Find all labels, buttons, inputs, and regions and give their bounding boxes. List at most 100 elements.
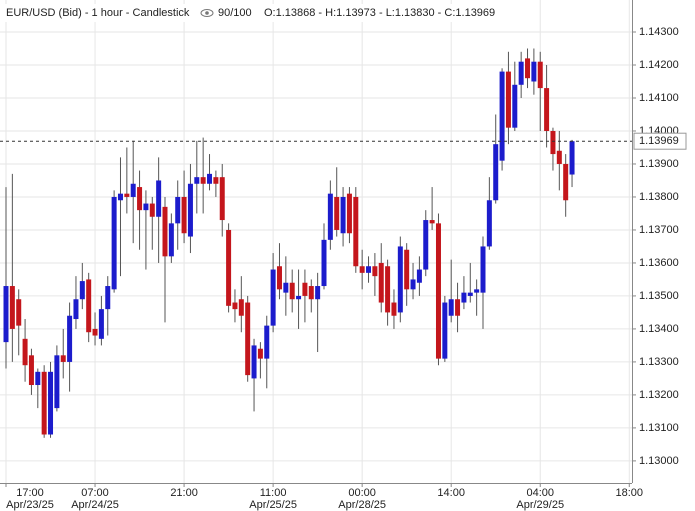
y-tick-label: 1.13000 (639, 455, 679, 467)
y-tick-label: 1.13300 (639, 356, 679, 368)
candle-body (448, 299, 454, 316)
y-tick-label: 1.13400 (639, 323, 679, 335)
candle-body (480, 246, 486, 293)
x-tick-label: 14:00 (437, 487, 465, 499)
candle-body (359, 266, 365, 273)
candle-body (315, 286, 321, 300)
candle-body (264, 325, 270, 359)
candle-body (143, 203, 149, 211)
y-tick-label: 1.13800 (639, 191, 679, 203)
x-date-label: Apr/25/25 (249, 499, 297, 511)
candle-body (404, 249, 410, 290)
candle-body (442, 302, 448, 359)
candle-body (98, 309, 104, 339)
candle-body (251, 345, 257, 379)
candle-body (416, 269, 422, 283)
x-tick-label: 17:00 (16, 487, 44, 499)
candle-body (296, 295, 302, 300)
candle-body (219, 177, 225, 221)
last-price-box (633, 132, 687, 150)
candle-body (525, 58, 531, 79)
candle-body (531, 61, 537, 82)
candle-body (200, 177, 206, 184)
candle-body (397, 246, 403, 313)
candle-body (423, 220, 429, 270)
candle-body (435, 223, 441, 359)
candle-body (86, 279, 92, 333)
x-tick-label: 21:00 (170, 487, 198, 499)
candle-body (391, 302, 397, 316)
candle-body (41, 371, 47, 435)
header-zoom: 90/100 (218, 7, 252, 19)
candle-body (493, 144, 499, 201)
candle-body (537, 61, 543, 89)
candles (3, 48, 575, 438)
candle-body (276, 266, 282, 290)
y-tick-label: 1.13900 (639, 158, 679, 170)
candle-body (238, 299, 244, 316)
candle-body (455, 299, 461, 316)
candle-body (257, 348, 263, 359)
x-tick-label: 04:00 (526, 487, 554, 499)
candle-body (181, 196, 187, 234)
candle-body (550, 130, 556, 155)
x-tick-label: 07:00 (81, 487, 109, 499)
candle-body (175, 196, 181, 224)
header-ohlc: O:1.13868 - H:1.13973 - L:1.13830 - C:1.… (264, 7, 495, 19)
candle-body (366, 266, 372, 273)
x-date-label: Apr/24/25 (71, 499, 119, 511)
candle-body (346, 193, 352, 234)
candle-body (289, 282, 295, 300)
candle-body (187, 183, 193, 237)
x-date-label: Apr/29/25 (516, 499, 564, 511)
x-date-label: Apr/23/25 (6, 499, 54, 511)
candle-body (137, 187, 143, 211)
candle-body (512, 84, 518, 128)
y-tick-label: 1.13700 (639, 224, 679, 236)
candle-body (28, 355, 34, 386)
candle-body (429, 220, 435, 224)
x-tick-label: 18:00 (616, 487, 644, 499)
candle-body (3, 286, 9, 343)
candle-body (54, 355, 60, 409)
candle-body (302, 282, 308, 296)
y-tick-label: 1.14100 (639, 92, 679, 104)
candle-body (232, 302, 238, 310)
candle-body (340, 196, 346, 234)
y-tick-label: 1.13200 (639, 389, 679, 401)
candle-body (410, 279, 416, 290)
candle-body (486, 200, 492, 247)
candle-body (474, 289, 480, 293)
candle-body (149, 203, 155, 217)
eye-icon (200, 9, 214, 17)
candle-body (226, 229, 232, 306)
candle-body (378, 262, 384, 303)
candle-body (22, 338, 28, 366)
candle-body (499, 71, 505, 161)
candle-body (105, 286, 111, 310)
candle-body (518, 61, 524, 85)
y-tick-label: 1.14200 (639, 59, 679, 71)
candle-body (35, 371, 41, 386)
candle-body (467, 292, 473, 296)
candle-body (270, 269, 276, 326)
candle-body (168, 223, 174, 257)
candle-body (79, 281, 85, 300)
candle-body (544, 88, 550, 131)
candle-body (9, 286, 15, 329)
candle-body (563, 163, 569, 201)
candle-body (283, 282, 289, 293)
candle-body (130, 183, 136, 197)
candle-body (73, 299, 79, 320)
candle-body (353, 196, 359, 267)
header-title: EUR/USD (Bid) - 1 hour - Candlestick (6, 7, 190, 19)
candle-body (327, 193, 333, 240)
y-tick-label: 1.14300 (639, 26, 679, 38)
y-tick-label: 1.13500 (639, 290, 679, 302)
candle-body (385, 266, 391, 313)
candle-body (556, 150, 562, 164)
candle-body (372, 266, 378, 277)
x-tick-label: 00:00 (348, 487, 376, 499)
